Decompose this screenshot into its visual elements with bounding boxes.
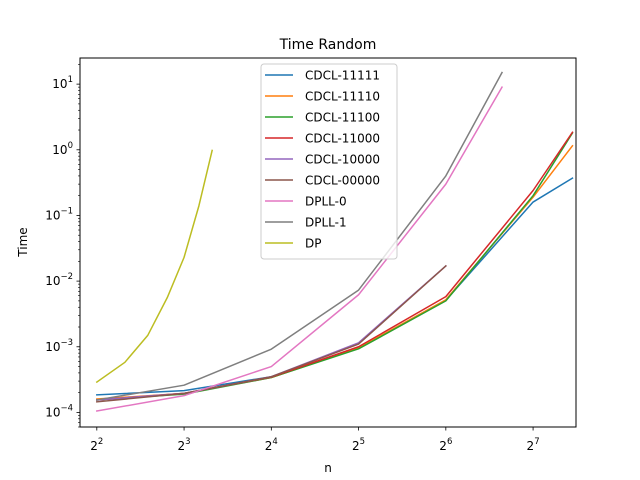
- legend-label-cdcl-11100: CDCL-11100: [305, 111, 380, 125]
- x-axis-ticks: 22 23 24 25 26 27: [90, 427, 540, 453]
- plot-frame: [79, 57, 577, 428]
- y-axis-label: Time: [16, 227, 30, 257]
- legend-label-cdcl-11110: CDCL-11110: [305, 90, 380, 104]
- chart-title: Time Random: [279, 37, 377, 53]
- y-tick-label: 10−2: [45, 272, 73, 288]
- x-axis-label: n: [324, 461, 332, 475]
- legend: CDCL-11111 CDCL-11110 CDCL-11100 CDCL-11000…: [260, 63, 398, 260]
- legend-box: [260, 63, 398, 260]
- legend-label-dpll-1: DPLL-1: [305, 216, 347, 230]
- x-tick-label: 27: [527, 437, 540, 453]
- legend-label-cdcl-10000: CDCL-10000: [305, 153, 380, 167]
- series-line-dpll-1: [95, 71, 504, 401]
- legend-label-dpll-0: DPLL-0: [305, 195, 347, 209]
- x-tick-label: 24: [265, 437, 278, 453]
- x-tick-label: 26: [439, 437, 452, 453]
- legend-label-cdcl-11111: CDCL-11111: [305, 69, 380, 83]
- series-line-dpll-0: [95, 86, 504, 412]
- y-tick-label: 100: [52, 141, 73, 157]
- y-axis-ticks: 10−4 10−3 10−2 10−1 100 101: [45, 64, 80, 428]
- y-tick-label: 10−3: [45, 338, 73, 354]
- series-line-cdcl-00000: [95, 264, 447, 403]
- x-tick-label: 22: [90, 437, 103, 453]
- series-layer: [95, 71, 574, 412]
- series-line-dp: [95, 149, 214, 384]
- y-tick-label: 10−1: [45, 206, 73, 222]
- y-tick-label: 10−4: [45, 403, 73, 419]
- y-tick-label: 101: [52, 75, 73, 91]
- legend-label-dp: DP: [305, 237, 321, 251]
- x-tick-label: 25: [352, 437, 365, 453]
- legend-label-cdcl-00000: CDCL-00000: [305, 174, 380, 188]
- legend-label-cdcl-11000: CDCL-11000: [305, 132, 380, 146]
- x-tick-label: 23: [178, 437, 191, 453]
